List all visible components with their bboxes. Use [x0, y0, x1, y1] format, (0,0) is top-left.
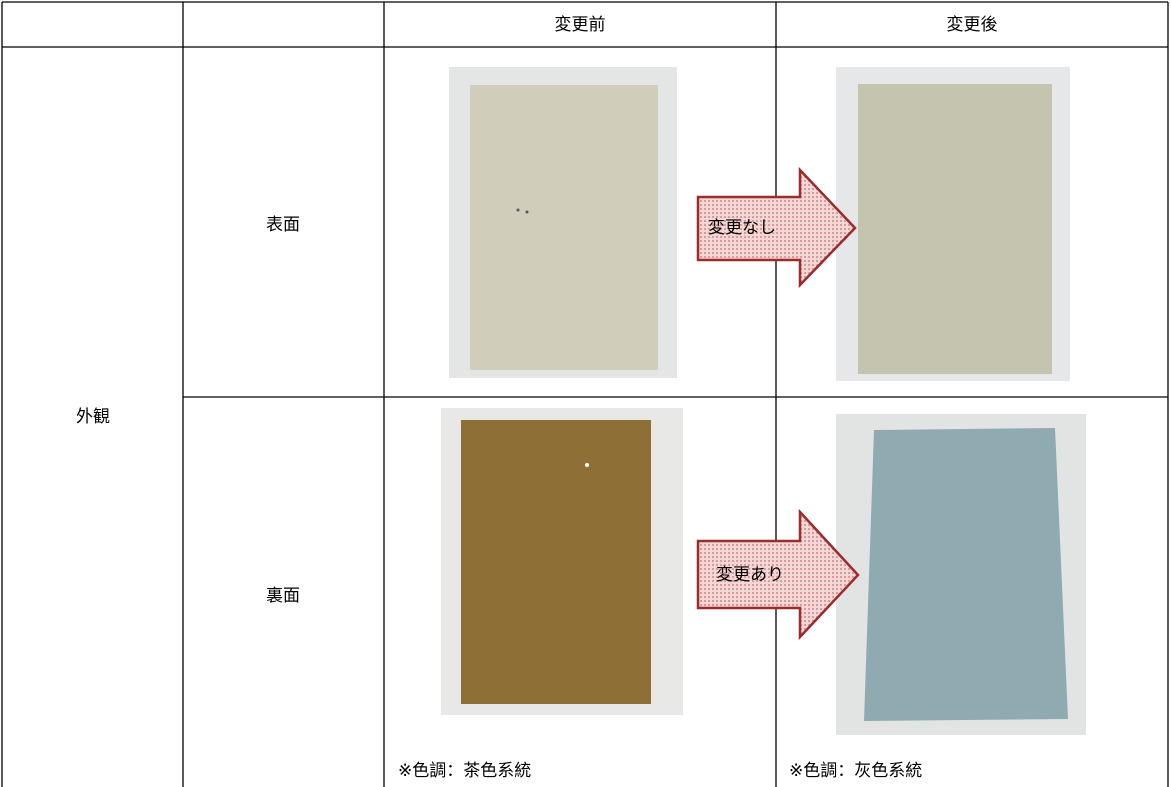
photo [836, 67, 1070, 381]
row-label: 表面 [266, 215, 300, 235]
change-label: 変更あり [716, 565, 784, 585]
note: ※色調：茶色系統 [398, 761, 531, 781]
arrow [696, 508, 860, 641]
note: ※色調：灰色系統 [789, 761, 922, 781]
header-after: 変更後 [947, 15, 998, 35]
photo [441, 408, 683, 715]
arrow [696, 166, 857, 289]
header-before: 変更前 [555, 15, 606, 35]
section-label: 外観 [76, 407, 110, 427]
change-label: 変更なし [708, 218, 776, 238]
photo [449, 67, 677, 378]
row-label: 裏面 [266, 585, 300, 606]
photo [836, 414, 1086, 735]
